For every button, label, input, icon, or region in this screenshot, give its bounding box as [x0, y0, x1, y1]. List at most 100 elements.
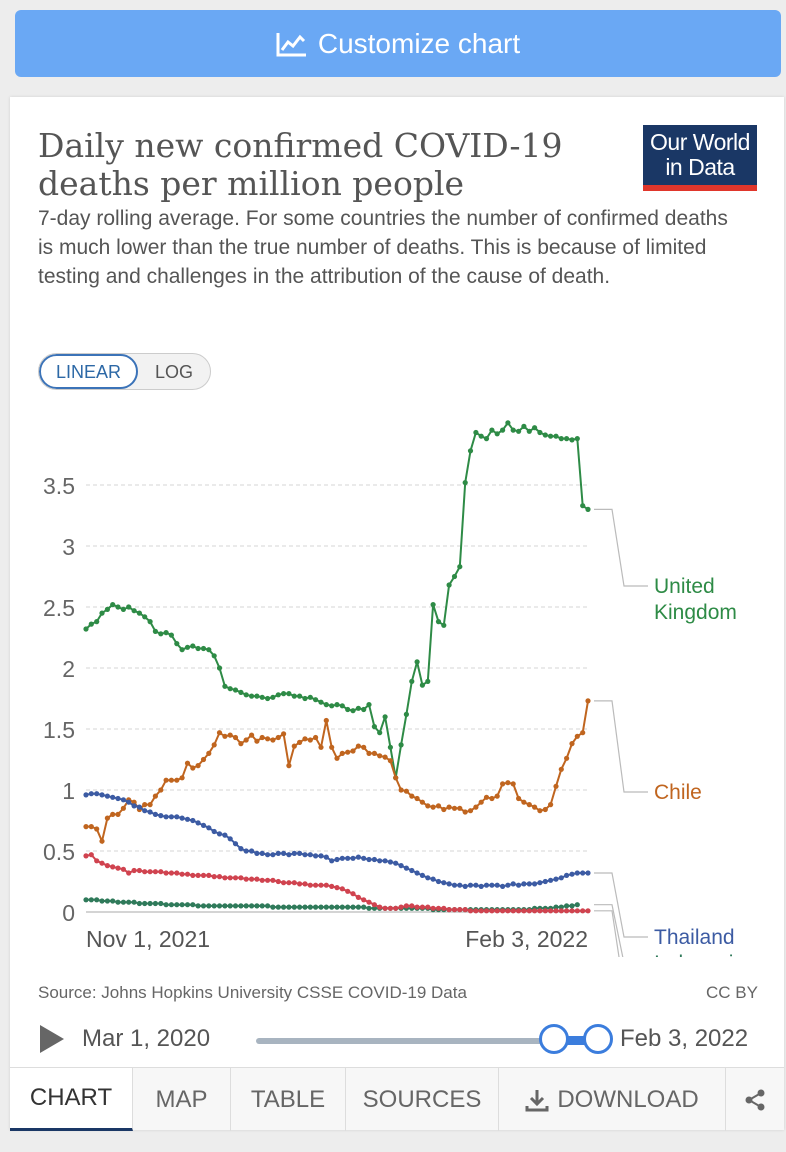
data-point-cambodia — [371, 902, 377, 908]
data-point-cambodia — [206, 872, 212, 878]
data-point-united-kingdom — [297, 693, 303, 699]
data-point-chile — [414, 795, 420, 802]
license-text[interactable]: CC BY — [706, 983, 758, 1002]
data-point-thailand — [558, 875, 564, 881]
play-icon[interactable] — [38, 1024, 66, 1054]
data-point-chile — [307, 737, 313, 743]
data-point-cambodia — [377, 904, 383, 910]
source-text[interactable]: Source: Johns Hopkins University CSSE CO… — [38, 983, 467, 1002]
data-point-united-kingdom — [345, 706, 351, 713]
data-point-cambodia — [441, 905, 447, 911]
timeline-end-handle[interactable] — [583, 1024, 613, 1054]
data-point-indonesia — [249, 903, 255, 909]
data-point-chile — [334, 755, 340, 761]
tab-chart-label: CHART — [29, 1084, 113, 1111]
data-point-chile — [195, 763, 201, 769]
data-point-cambodia — [179, 871, 185, 877]
data-point-cambodia — [115, 865, 121, 871]
tab-download[interactable]: DOWNLOAD — [499, 1068, 726, 1131]
data-point-cambodia — [334, 885, 340, 891]
data-point-united-kingdom — [281, 691, 287, 697]
data-point-united-kingdom — [291, 693, 297, 699]
data-point-indonesia — [88, 897, 94, 903]
timeline-start-handle[interactable] — [539, 1024, 569, 1054]
data-point-united-kingdom — [542, 432, 548, 438]
tab-map[interactable]: MAP — [133, 1068, 231, 1131]
data-point-cambodia — [505, 908, 511, 914]
tab-table[interactable]: TABLE — [231, 1068, 346, 1131]
owid-logo[interactable]: Our World in Data — [643, 125, 757, 191]
customize-chart-button[interactable]: Customize chart — [15, 10, 781, 77]
data-point-chile — [510, 781, 516, 787]
data-point-united-kingdom — [403, 711, 409, 717]
data-point-indonesia — [291, 904, 297, 910]
data-point-thailand — [249, 848, 255, 854]
data-point-chile — [254, 738, 260, 744]
tab-download-label: DOWNLOAD — [557, 1085, 699, 1113]
data-point-united-kingdom — [259, 694, 265, 700]
tab-sources[interactable]: SOURCES — [346, 1068, 499, 1131]
data-point-united-kingdom — [104, 606, 110, 612]
data-point-indonesia — [553, 904, 559, 910]
data-point-cambodia — [158, 869, 164, 875]
data-point-chile — [152, 793, 158, 799]
data-point-united-kingdom — [548, 433, 554, 439]
data-point-cambodia — [489, 908, 495, 914]
data-point-thailand — [382, 858, 388, 864]
data-point-thailand — [115, 795, 121, 802]
data-point-thailand — [585, 870, 591, 876]
data-point-chile — [222, 733, 228, 739]
data-point-united-kingdom — [478, 433, 484, 439]
data-point-united-kingdom — [451, 573, 458, 580]
data-point-thailand — [281, 850, 287, 856]
data-point-cambodia — [564, 908, 570, 914]
data-point-united-kingdom — [558, 436, 564, 442]
data-point-united-kingdom — [467, 448, 474, 454]
data-point-cambodia — [270, 877, 276, 883]
data-point-chile — [313, 734, 319, 741]
tab-bar: CHART MAP TABLE SOURCES DOWNLOAD — [10, 1067, 784, 1131]
scale-linear-button[interactable]: LINEAR — [39, 354, 139, 389]
data-point-thailand — [94, 791, 100, 797]
scale-log-button[interactable]: LOG — [155, 362, 194, 382]
data-point-thailand — [398, 863, 404, 869]
tab-chart[interactable]: CHART — [10, 1068, 133, 1131]
data-point-indonesia — [254, 903, 260, 909]
data-point-chile — [238, 741, 244, 747]
data-point-chile — [174, 777, 180, 783]
data-point-cambodia — [393, 905, 399, 911]
data-point-cambodia — [473, 908, 479, 914]
data-point-united-kingdom — [286, 691, 292, 697]
data-point-united-kingdom — [398, 742, 404, 748]
data-point-united-kingdom — [270, 694, 276, 700]
data-point-united-kingdom — [350, 708, 356, 714]
y-tick-label: 3.5 — [43, 473, 75, 499]
source-row: Source: Johns Hopkins University CSSE CO… — [38, 983, 758, 1003]
data-point-united-kingdom — [435, 619, 442, 625]
data-point-chile — [366, 750, 372, 756]
data-point-thailand — [387, 859, 393, 865]
tab-sources-label: SOURCES — [362, 1085, 482, 1113]
data-point-chile — [323, 717, 329, 724]
data-point-indonesia — [345, 904, 351, 910]
data-point-chile — [569, 741, 575, 747]
timeline: Mar 1, 2020 Feb 3, 2022 — [38, 1019, 758, 1059]
data-point-cambodia — [451, 907, 458, 913]
timeline-track[interactable] — [256, 1038, 586, 1044]
data-point-cambodia — [537, 908, 543, 914]
data-point-thailand — [222, 832, 228, 838]
data-point-thailand — [435, 878, 442, 885]
data-point-cambodia — [585, 908, 591, 914]
y-tick-label: 1 — [62, 778, 75, 804]
data-point-chile — [580, 730, 586, 736]
label-connector-cambodia — [594, 910, 620, 957]
data-point-indonesia — [94, 897, 100, 903]
data-point-chile — [558, 766, 564, 772]
data-point-united-kingdom — [441, 622, 447, 628]
data-point-chile — [110, 811, 116, 817]
data-point-chile — [382, 754, 388, 760]
share-button[interactable] — [726, 1068, 784, 1131]
data-point-cambodia — [307, 882, 313, 888]
data-point-cambodia — [297, 881, 303, 887]
data-point-indonesia — [179, 902, 185, 908]
